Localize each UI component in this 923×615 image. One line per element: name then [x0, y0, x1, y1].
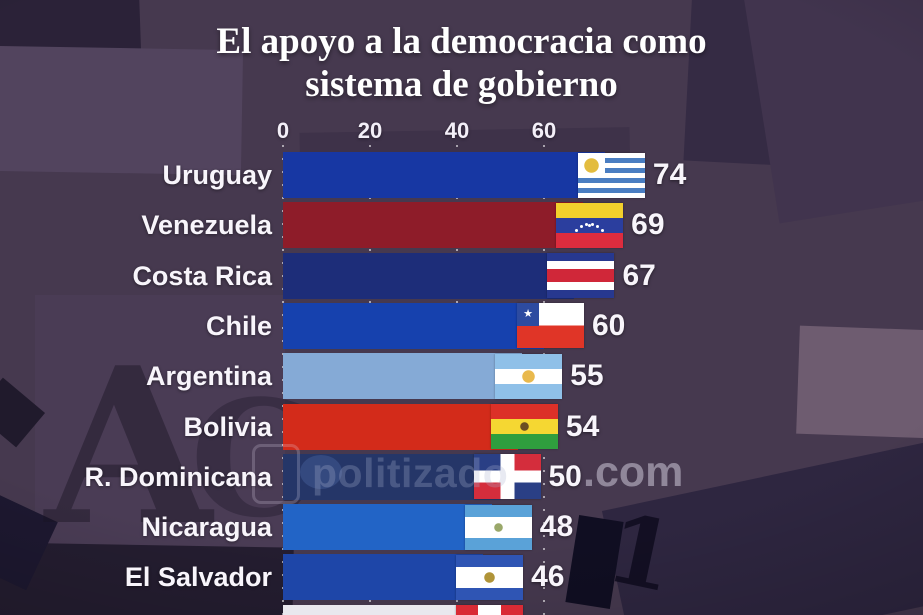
value-label: 67 — [622, 258, 656, 292]
country-label: Chile — [205, 310, 272, 341]
flag-dominicana-icon — [473, 454, 541, 500]
flag-elsalvador-icon — [456, 554, 524, 600]
flag-nicaragua-icon — [464, 504, 532, 550]
country-label: Venezuela — [141, 210, 272, 241]
bar — [283, 152, 605, 198]
value-label: 60 — [592, 308, 626, 342]
country-label: R. Dominicana — [84, 461, 272, 492]
bar — [283, 604, 484, 615]
bar-row: Venezuela 69 — [0, 202, 923, 249]
country-label: Uruguay — [162, 160, 272, 190]
bar — [283, 302, 544, 349]
bar — [283, 554, 484, 601]
x-tick-label: 60 — [531, 118, 557, 143]
bar-row: Chile 60 — [0, 302, 923, 349]
bar-row: Bolivia 54 — [0, 403, 923, 450]
value-label: 46 — [531, 605, 564, 615]
flag-costarica-icon — [547, 253, 615, 299]
value-label: 69 — [631, 208, 665, 242]
country-label: Costa Rica — [132, 260, 272, 291]
flag-bolivia-icon — [490, 404, 558, 449]
bar-row: Perú 46 — [0, 604, 923, 615]
flag-argentina-icon — [495, 353, 563, 399]
country-label: Argentina — [145, 361, 272, 392]
x-tick-label: 40 — [444, 118, 470, 143]
country-label: Perú — [0, 605, 272, 615]
flag-venezuela-icon — [556, 202, 624, 248]
bar — [283, 353, 523, 400]
value-label: 48 — [539, 510, 574, 544]
value-label: 46 — [531, 560, 565, 594]
country-label: El Salvador — [124, 562, 272, 593]
flag-peru-icon — [456, 605, 524, 615]
bar-row: Nicaragua 48 — [0, 504, 923, 551]
bar — [283, 504, 492, 551]
bar — [283, 202, 584, 249]
bar — [283, 453, 501, 500]
bar — [283, 252, 575, 299]
chart-title: El apoyo a la democracia como sistema de… — [0, 20, 923, 106]
value-label: 55 — [570, 359, 604, 393]
value-label: 74 — [652, 158, 687, 191]
value-label: 50 — [548, 459, 582, 493]
country-label: Bolivia — [183, 411, 272, 442]
flag-chile-icon — [517, 303, 584, 349]
flag-uruguay-icon — [577, 152, 645, 198]
chart-title-line2: sistema de gobierno — [305, 64, 618, 105]
bar-row: Argentina 55 — [0, 353, 923, 400]
bar-row: R. Dominicana 50 — [0, 453, 923, 500]
bar — [283, 403, 518, 450]
bar-row: Costa Rica 67 — [0, 252, 923, 299]
country-label: Nicaragua — [141, 512, 272, 543]
x-tick-label: 0 — [276, 118, 290, 143]
x-tick-label: 20 — [357, 118, 383, 143]
chart-title-line1: El apoyo a la democracia como — [216, 21, 707, 62]
bar-row: El Salvador 46 — [0, 554, 923, 601]
value-label: 54 — [565, 409, 600, 443]
bar-row: Uruguay 74 — [0, 152, 923, 198]
